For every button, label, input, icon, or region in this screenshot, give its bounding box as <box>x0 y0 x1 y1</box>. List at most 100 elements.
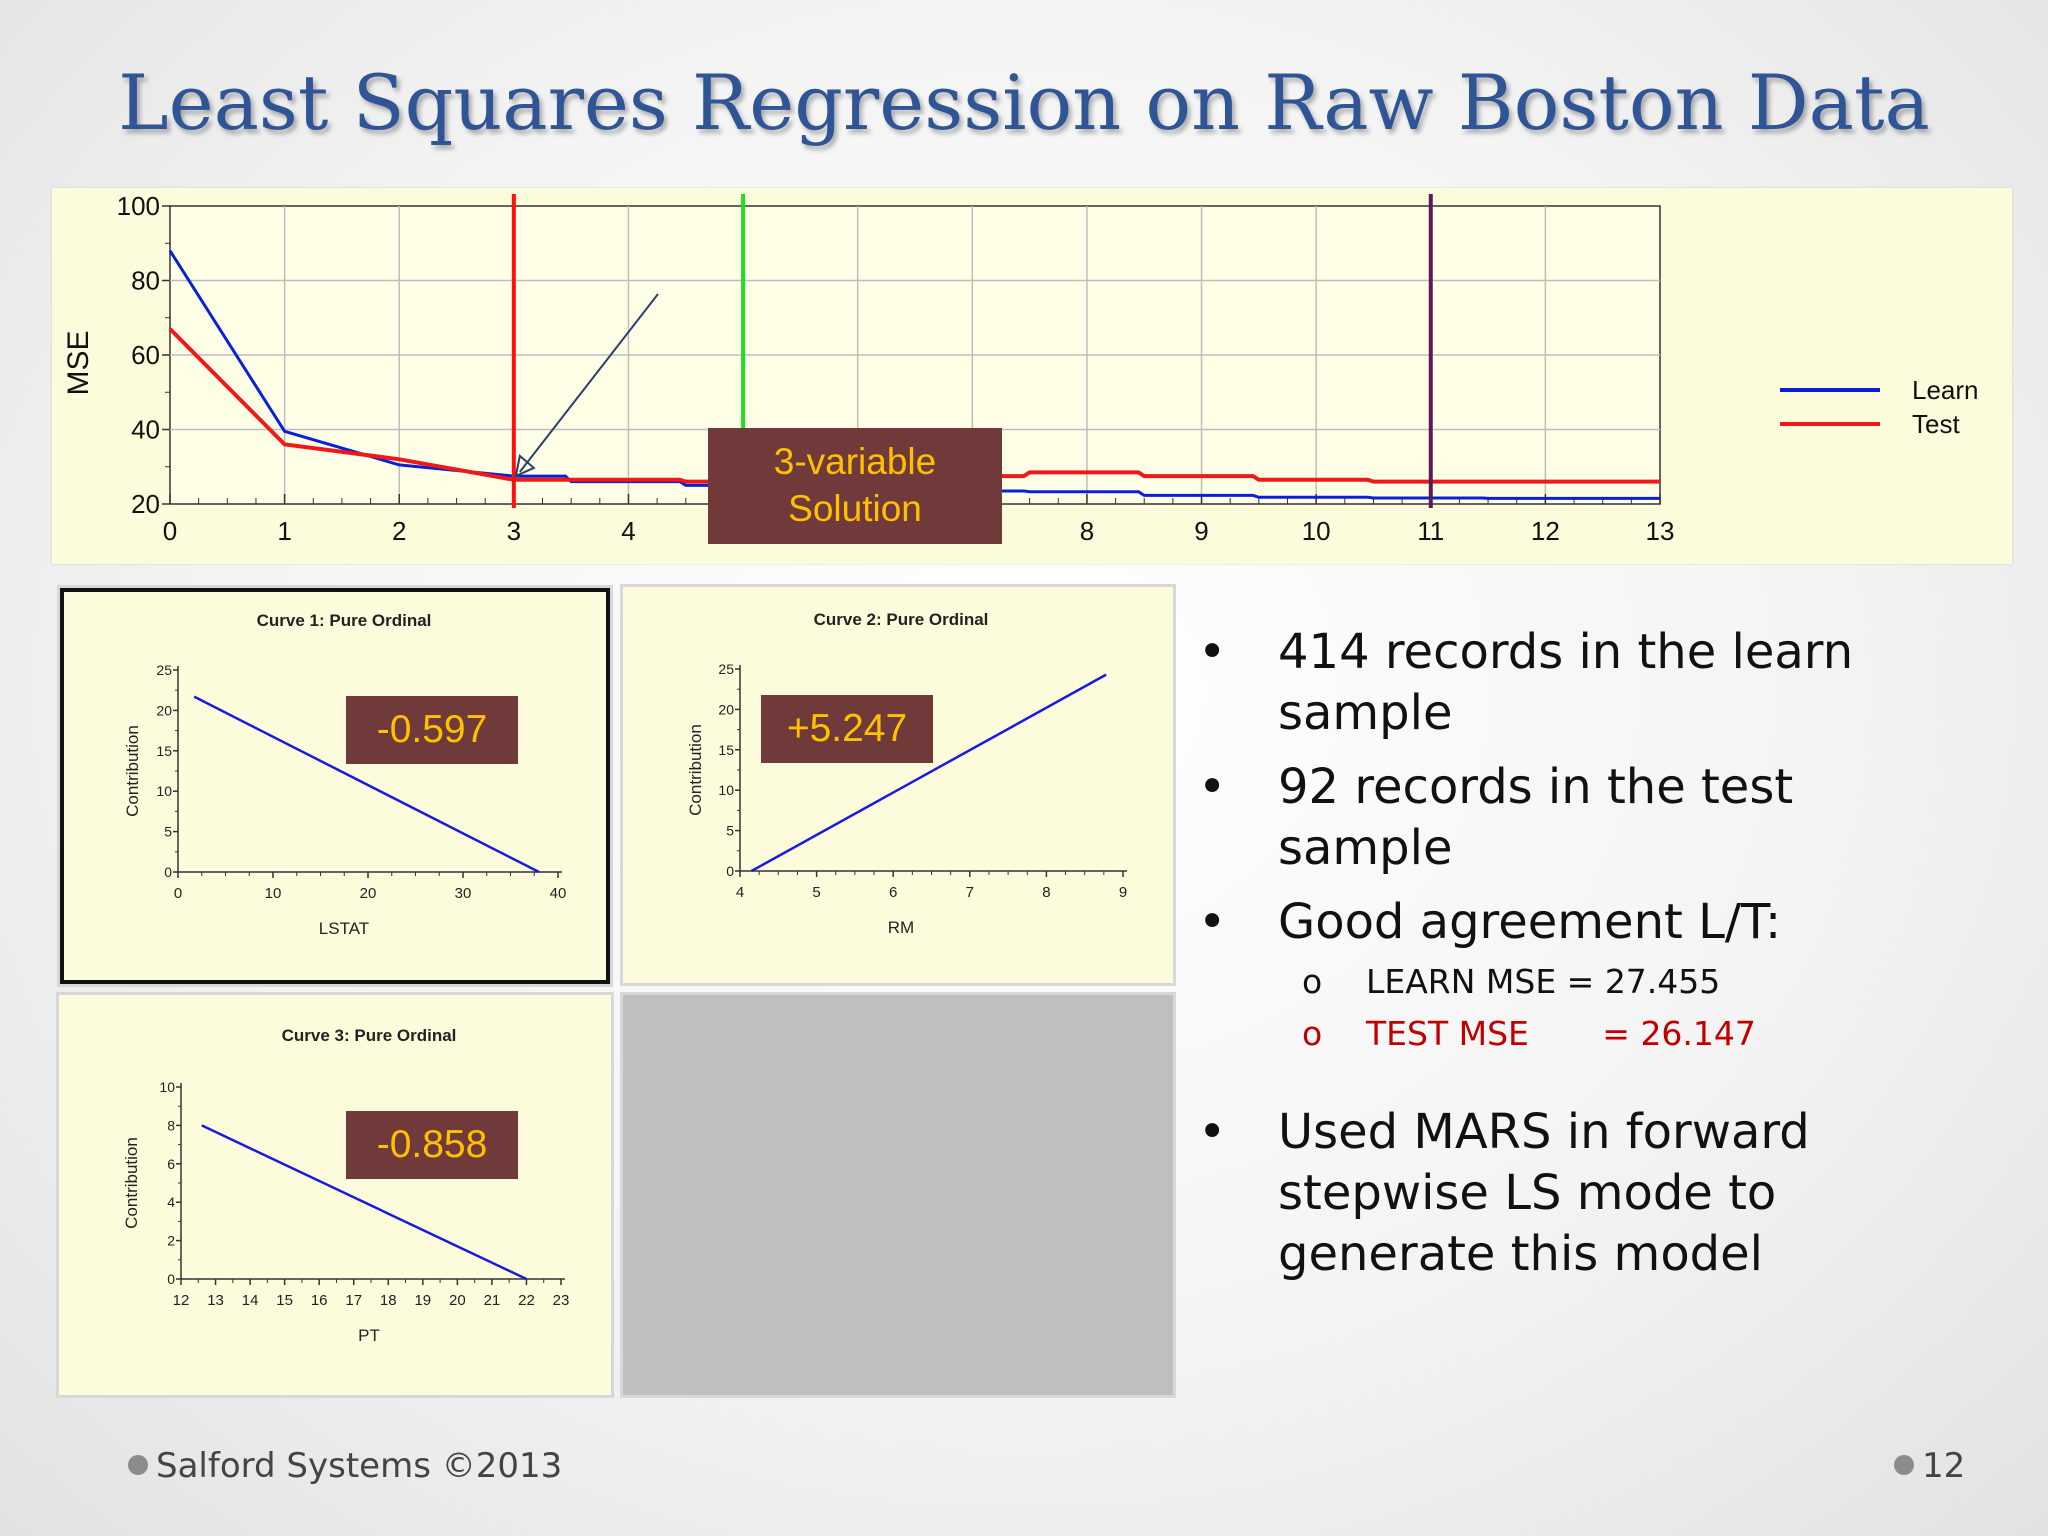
learn-mse-text: LEARN MSE = 27.455 <box>1366 962 1721 1001</box>
curve-title: Curve 3: Pure Ordinal <box>282 1026 457 1045</box>
coefficient-badge-2: +5.247 <box>761 695 933 763</box>
x-tick-label: 22 <box>518 1292 535 1309</box>
y-tick-label: 25 <box>718 661 734 677</box>
x-tick-label: 30 <box>455 885 472 902</box>
y-tick-label: 2 <box>167 1233 175 1249</box>
empty-pane <box>620 992 1176 1398</box>
y-axis-label: Contribution <box>122 1137 141 1229</box>
slide-title: Least Squares Regression on Raw Boston D… <box>118 58 1930 147</box>
y-axis-label: Contribution <box>123 725 142 817</box>
x-tick-label: 8 <box>1042 884 1050 901</box>
footer-right: 12 <box>1894 1446 1965 1486</box>
y-tick-label: 6 <box>167 1156 175 1172</box>
y-tick-label: 40 <box>131 415 160 445</box>
x-tick-label: 17 <box>345 1292 362 1309</box>
legend-label-test: Test <box>1912 409 1960 439</box>
callout-line-2: Solution <box>788 488 922 529</box>
x-tick-label: 6 <box>889 884 897 901</box>
y-tick-label: 8 <box>167 1117 175 1133</box>
y-tick-label: 5 <box>164 824 172 840</box>
x-tick-label: 21 <box>484 1292 501 1309</box>
x-tick-label: 2 <box>392 516 406 546</box>
x-tick-label: 20 <box>360 885 377 902</box>
x-tick-label: 23 <box>553 1292 570 1309</box>
x-tick-label: 11 <box>1417 516 1444 546</box>
x-axis-label: PT <box>358 1326 380 1345</box>
x-tick-label: 1 <box>277 516 291 546</box>
series-line-test <box>168 327 1660 484</box>
bullet-marker: • <box>1198 624 1227 680</box>
x-tick-label: 10 <box>265 885 282 902</box>
curve-title: Curve 2: Pure Ordinal <box>814 610 989 629</box>
curve-2-panel[interactable]: Curve 2: Pure Ordinal 4 5 6 7 8 9 0 5 10 15 20 25 RM C… <box>620 584 1176 986</box>
curve-2-chart: Curve 2: Pure Ordinal 4 5 6 7 8 9 0 5 10 15 20 25 RM C… <box>686 610 1127 937</box>
y-axis-label: Contribution <box>686 724 705 816</box>
sub-bullet-marker: o <box>1302 962 1323 1001</box>
x-axis-label: LSTAT <box>319 919 369 938</box>
x-tick-label: 14 <box>242 1292 259 1309</box>
y-tick-label: 15 <box>156 743 172 759</box>
coefficient-badge-3: -0.858 <box>346 1111 518 1179</box>
y-tick-label: 0 <box>164 864 172 880</box>
x-tick-label: 10 <box>1302 516 1331 546</box>
y-tick-label: 5 <box>726 823 734 839</box>
curve-3-panel[interactable]: Curve 3: Pure Ordinal 12 13 14 15 16 17 18 19 20 2… <box>56 992 614 1398</box>
y-tick-label: 0 <box>726 863 734 879</box>
footer-dot-icon <box>1894 1455 1914 1475</box>
x-tick-label: 12 <box>173 1292 190 1309</box>
bullet-marker: • <box>1198 894 1227 950</box>
y-tick-label: 20 <box>131 489 160 519</box>
solution-callout: 3-variable Solution <box>708 428 1002 544</box>
x-tick-label: 9 <box>1119 884 1127 901</box>
x-tick-label: 18 <box>380 1292 397 1309</box>
y-tick-label: 20 <box>156 702 172 718</box>
x-tick-label: 16 <box>311 1292 328 1309</box>
x-tick-label: 20 <box>449 1292 466 1309</box>
callout-line-1: 3-variable <box>773 441 937 482</box>
y-axis-label: MSE <box>62 330 95 395</box>
x-tick-label: 12 <box>1531 516 1560 546</box>
annotation-arrow-head <box>514 454 536 478</box>
bullet-text: Used MARS in forward stepwise LS mode to… <box>1278 1104 1810 1282</box>
x-tick-label: 13 <box>1646 516 1675 546</box>
x-tick-label: 40 <box>550 885 567 902</box>
curve-line <box>201 1124 527 1281</box>
x-tick-label: 8 <box>1080 516 1094 546</box>
x-tick-label: 3 <box>507 516 521 546</box>
curve-line <box>193 695 540 874</box>
y-tick-label: 10 <box>156 783 172 799</box>
y-tick-label: 10 <box>159 1079 175 1095</box>
x-tick-label: 0 <box>163 516 177 546</box>
sub-bullet-marker: o <box>1302 1014 1323 1053</box>
x-tick-label: 0 <box>174 885 182 902</box>
x-tick-label: 4 <box>736 884 744 901</box>
curve-title: Curve 1: Pure Ordinal <box>257 611 432 630</box>
y-tick-label: 10 <box>718 782 734 798</box>
footer-copyright: Salford Systems ©2013 <box>156 1446 563 1486</box>
annotation-arrow <box>519 293 659 473</box>
bullet-text: 414 records in the learn sample <box>1278 624 1854 741</box>
coefficient-badge-1: -0.597 <box>346 696 518 764</box>
curve-1-chart: Curve 1: Pure Ordinal 0 10 20 30 40 0 5 10 15 20 25… <box>123 611 567 938</box>
bullet-text: 92 records in the test sample <box>1278 759 1794 876</box>
y-tick-label: 0 <box>167 1271 175 1287</box>
y-tick-label: 100 <box>117 191 160 221</box>
y-tick-label: 25 <box>156 662 172 678</box>
bullet-text: Good agreement L/T: <box>1278 894 1782 950</box>
x-tick-label: 7 <box>966 884 974 901</box>
mse-chart-panel: 01234567891011121320406080100MSELearnTes… <box>52 188 2012 564</box>
test-mse-text: TEST MSE = 26.147 <box>1366 1014 1756 1053</box>
y-tick-label: 4 <box>167 1194 175 1210</box>
x-axis-label: RM <box>888 918 914 937</box>
bullet-marker: • <box>1198 1104 1227 1160</box>
x-tick-label: 9 <box>1194 516 1208 546</box>
x-tick-label: 19 <box>414 1292 431 1309</box>
x-tick-label: 4 <box>621 516 635 546</box>
x-tick-label: 13 <box>207 1292 224 1309</box>
x-tick-label: 5 <box>812 884 820 901</box>
x-tick-label: 15 <box>276 1292 293 1309</box>
page-number: 12 <box>1922 1446 1966 1486</box>
curve-1-panel[interactable]: Curve 1: Pure Ordinal 0 10 20 30 40 0 5 10 15 20 25… <box>60 588 610 984</box>
footer-dot-icon <box>128 1455 148 1475</box>
y-tick-label: 60 <box>131 340 160 370</box>
